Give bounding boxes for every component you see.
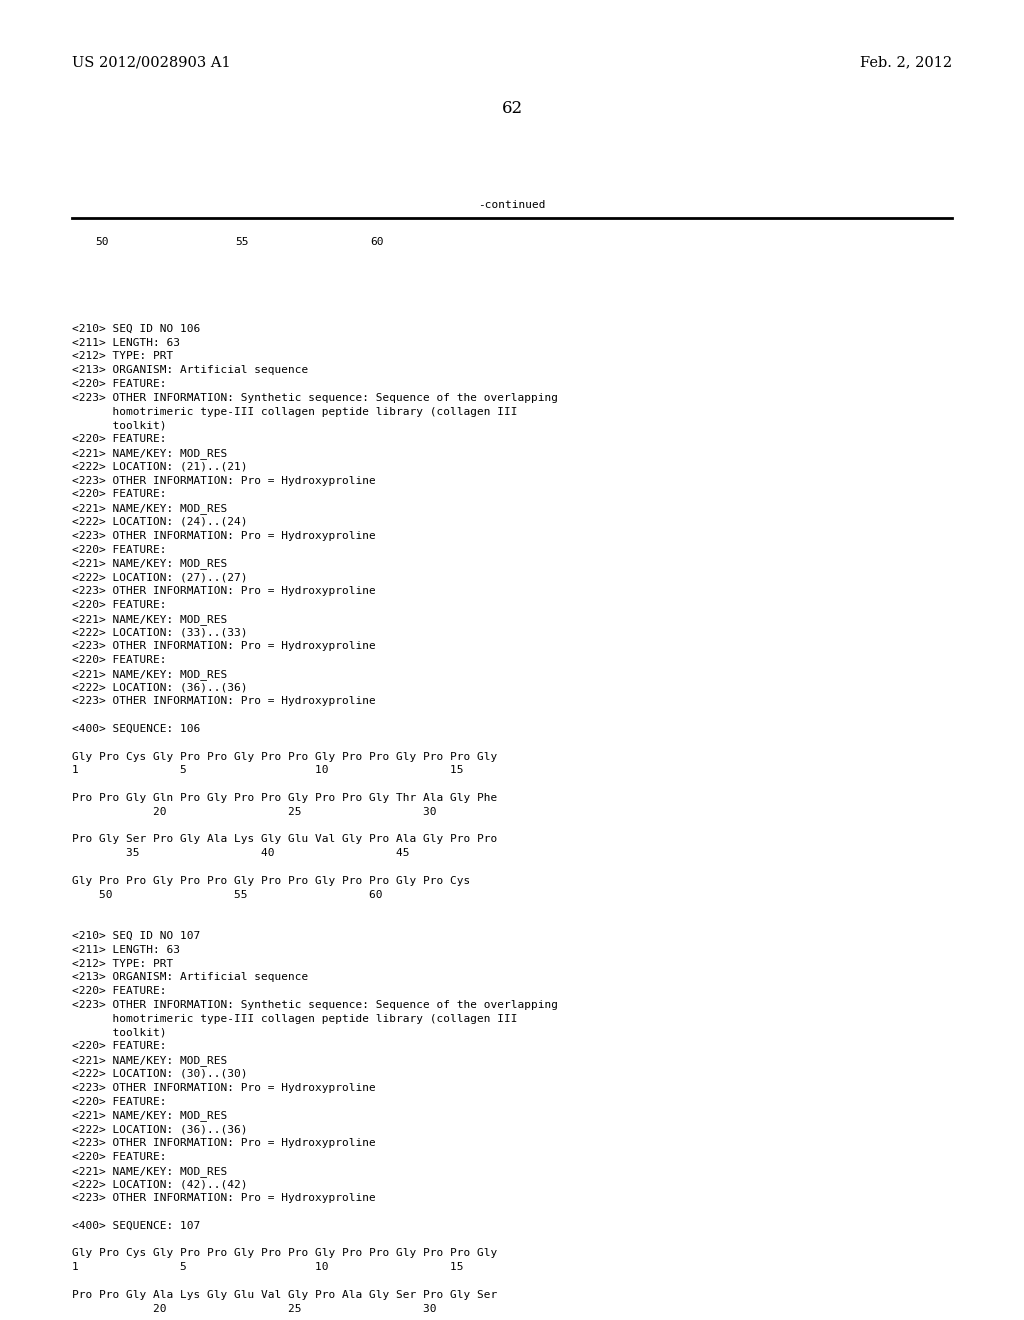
Text: <213> ORGANISM: Artificial sequence: <213> ORGANISM: Artificial sequence <box>72 366 308 375</box>
Text: <222> LOCATION: (27)..(27): <222> LOCATION: (27)..(27) <box>72 572 248 582</box>
Text: <213> ORGANISM: Artificial sequence: <213> ORGANISM: Artificial sequence <box>72 973 308 982</box>
Text: <223> OTHER INFORMATION: Synthetic sequence: Sequence of the overlapping: <223> OTHER INFORMATION: Synthetic seque… <box>72 393 558 403</box>
Text: <221> NAME/KEY: MOD_RES: <221> NAME/KEY: MOD_RES <box>72 558 227 569</box>
Text: 1               5                   10                  15: 1 5 10 15 <box>72 766 464 775</box>
Text: <223> OTHER INFORMATION: Pro = Hydroxyproline: <223> OTHER INFORMATION: Pro = Hydroxypr… <box>72 475 376 486</box>
Text: 62: 62 <box>502 100 522 117</box>
Text: <221> NAME/KEY: MOD_RES: <221> NAME/KEY: MOD_RES <box>72 1055 227 1067</box>
Text: <222> LOCATION: (33)..(33): <222> LOCATION: (33)..(33) <box>72 627 248 638</box>
Text: <212> TYPE: PRT: <212> TYPE: PRT <box>72 958 173 969</box>
Text: <221> NAME/KEY: MOD_RES: <221> NAME/KEY: MOD_RES <box>72 1166 227 1176</box>
Text: <220> FEATURE:: <220> FEATURE: <box>72 655 167 665</box>
Text: 35                  40                  45: 35 40 45 <box>72 849 410 858</box>
Text: 1               5                   10                  15: 1 5 10 15 <box>72 1262 464 1272</box>
Text: Pro Gly Ser Pro Gly Ala Lys Gly Glu Val Gly Pro Ala Gly Pro Pro: Pro Gly Ser Pro Gly Ala Lys Gly Glu Val … <box>72 834 498 845</box>
Text: <210> SEQ ID NO 106: <210> SEQ ID NO 106 <box>72 323 201 334</box>
Text: 60: 60 <box>370 238 384 247</box>
Text: US 2012/0028903 A1: US 2012/0028903 A1 <box>72 55 230 69</box>
Text: <211> LENGTH: 63: <211> LENGTH: 63 <box>72 945 180 954</box>
Text: Gly Pro Pro Gly Pro Pro Gly Pro Pro Gly Pro Pro Gly Pro Cys: Gly Pro Pro Gly Pro Pro Gly Pro Pro Gly … <box>72 875 470 886</box>
Text: <221> NAME/KEY: MOD_RES: <221> NAME/KEY: MOD_RES <box>72 503 227 513</box>
Text: <211> LENGTH: 63: <211> LENGTH: 63 <box>72 338 180 347</box>
Text: Pro Pro Gly Ala Lys Gly Glu Val Gly Pro Ala Gly Ser Pro Gly Ser: Pro Pro Gly Ala Lys Gly Glu Val Gly Pro … <box>72 1290 498 1300</box>
Text: <222> LOCATION: (24)..(24): <222> LOCATION: (24)..(24) <box>72 517 248 527</box>
Text: <221> NAME/KEY: MOD_RES: <221> NAME/KEY: MOD_RES <box>72 447 227 459</box>
Text: <220> FEATURE:: <220> FEATURE: <box>72 490 167 499</box>
Text: 50                  55                  60: 50 55 60 <box>72 890 383 900</box>
Text: Gly Pro Cys Gly Pro Pro Gly Pro Pro Gly Pro Pro Gly Pro Pro Gly: Gly Pro Cys Gly Pro Pro Gly Pro Pro Gly … <box>72 751 498 762</box>
Text: toolkit): toolkit) <box>72 1027 167 1038</box>
Text: toolkit): toolkit) <box>72 420 167 430</box>
Text: homotrimeric type-III collagen peptide library (collagen III: homotrimeric type-III collagen peptide l… <box>72 407 517 417</box>
Text: 20                  25                  30: 20 25 30 <box>72 807 436 817</box>
Text: <400> SEQUENCE: 107: <400> SEQUENCE: 107 <box>72 1221 201 1230</box>
Text: <220> FEATURE:: <220> FEATURE: <box>72 599 167 610</box>
Text: Gly Pro Cys Gly Pro Pro Gly Pro Pro Gly Pro Pro Gly Pro Pro Gly: Gly Pro Cys Gly Pro Pro Gly Pro Pro Gly … <box>72 1249 498 1258</box>
Text: <212> TYPE: PRT: <212> TYPE: PRT <box>72 351 173 362</box>
Text: Pro Pro Gly Gln Pro Gly Pro Pro Gly Pro Pro Gly Thr Ala Gly Phe: Pro Pro Gly Gln Pro Gly Pro Pro Gly Pro … <box>72 793 498 803</box>
Text: homotrimeric type-III collagen peptide library (collagen III: homotrimeric type-III collagen peptide l… <box>72 1014 517 1024</box>
Text: <220> FEATURE:: <220> FEATURE: <box>72 545 167 554</box>
Text: -continued: -continued <box>478 201 546 210</box>
Text: <220> FEATURE:: <220> FEATURE: <box>72 1097 167 1106</box>
Text: <400> SEQUENCE: 106: <400> SEQUENCE: 106 <box>72 723 201 734</box>
Text: <222> LOCATION: (21)..(21): <222> LOCATION: (21)..(21) <box>72 462 248 471</box>
Text: <222> LOCATION: (36)..(36): <222> LOCATION: (36)..(36) <box>72 1125 248 1134</box>
Text: <220> FEATURE:: <220> FEATURE: <box>72 434 167 445</box>
Text: <220> FEATURE:: <220> FEATURE: <box>72 986 167 997</box>
Text: <220> FEATURE:: <220> FEATURE: <box>72 1041 167 1052</box>
Text: 20                  25                  30: 20 25 30 <box>72 1304 436 1313</box>
Text: <223> OTHER INFORMATION: Synthetic sequence: Sequence of the overlapping: <223> OTHER INFORMATION: Synthetic seque… <box>72 1001 558 1010</box>
Text: 50: 50 <box>95 238 109 247</box>
Text: <223> OTHER INFORMATION: Pro = Hydroxyproline: <223> OTHER INFORMATION: Pro = Hydroxypr… <box>72 1082 376 1093</box>
Text: <220> FEATURE:: <220> FEATURE: <box>72 1152 167 1162</box>
Text: <210> SEQ ID NO 107: <210> SEQ ID NO 107 <box>72 931 201 941</box>
Text: <221> NAME/KEY: MOD_RES: <221> NAME/KEY: MOD_RES <box>72 1110 227 1121</box>
Text: <222> LOCATION: (42)..(42): <222> LOCATION: (42)..(42) <box>72 1179 248 1189</box>
Text: <223> OTHER INFORMATION: Pro = Hydroxyproline: <223> OTHER INFORMATION: Pro = Hydroxypr… <box>72 642 376 651</box>
Text: <223> OTHER INFORMATION: Pro = Hydroxyproline: <223> OTHER INFORMATION: Pro = Hydroxypr… <box>72 697 376 706</box>
Text: <223> OTHER INFORMATION: Pro = Hydroxyproline: <223> OTHER INFORMATION: Pro = Hydroxypr… <box>72 586 376 597</box>
Text: <222> LOCATION: (36)..(36): <222> LOCATION: (36)..(36) <box>72 682 248 693</box>
Text: <223> OTHER INFORMATION: Pro = Hydroxyproline: <223> OTHER INFORMATION: Pro = Hydroxypr… <box>72 1193 376 1204</box>
Text: <221> NAME/KEY: MOD_RES: <221> NAME/KEY: MOD_RES <box>72 614 227 624</box>
Text: <223> OTHER INFORMATION: Pro = Hydroxyproline: <223> OTHER INFORMATION: Pro = Hydroxypr… <box>72 1138 376 1148</box>
Text: 55: 55 <box>234 238 249 247</box>
Text: <220> FEATURE:: <220> FEATURE: <box>72 379 167 389</box>
Text: <221> NAME/KEY: MOD_RES: <221> NAME/KEY: MOD_RES <box>72 669 227 680</box>
Text: Feb. 2, 2012: Feb. 2, 2012 <box>860 55 952 69</box>
Text: <223> OTHER INFORMATION: Pro = Hydroxyproline: <223> OTHER INFORMATION: Pro = Hydroxypr… <box>72 531 376 541</box>
Text: <222> LOCATION: (30)..(30): <222> LOCATION: (30)..(30) <box>72 1069 248 1078</box>
